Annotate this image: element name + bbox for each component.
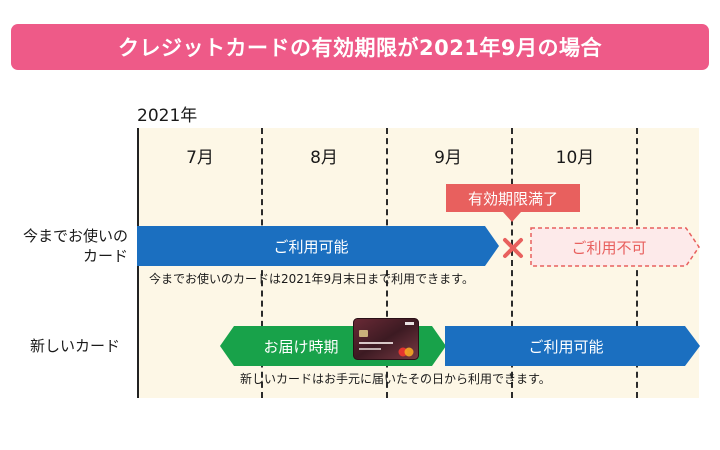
month-label-sep: 9月 (434, 148, 462, 168)
credit-card-icon (353, 318, 419, 360)
x-mark-icon (503, 238, 523, 258)
page-title: クレジットカードの有効期限が2021年9月の場合 (117, 36, 603, 60)
current-unusable-label: ご利用不可 (571, 238, 647, 257)
current-card-label: 今までお使いの カード (6, 226, 128, 266)
current-card-label-line2: カード (82, 247, 128, 265)
new-usable-arrow (445, 326, 700, 366)
year-label: 2021年 (137, 106, 198, 126)
month-label-jul: 7月 (186, 148, 214, 168)
new-card-label: 新しいカード (29, 337, 120, 355)
month-divider (511, 128, 513, 398)
current-usable-label: ご利用可能 (273, 237, 349, 256)
new-delivery-label: お届け時期 (263, 337, 339, 356)
page-title-banner: クレジットカードの有効期限が2021年9月の場合 (11, 24, 709, 70)
month-label-aug: 8月 (310, 148, 338, 168)
new-usable-label: ご利用可能 (528, 337, 604, 356)
expiry-callout-pointer (503, 212, 521, 222)
current-unusable-arrow (530, 227, 700, 267)
current-card-note: 今までお使いのカードは2021年9月末日まで利用できます。 (149, 272, 474, 286)
current-card-label-line1: 今までお使いの (22, 227, 128, 245)
expiry-callout: 有効期限満了 (446, 184, 580, 212)
current-usable-arrow (137, 226, 499, 266)
new-card-note: 新しいカードはお手元に届いたその日から利用できます。 (240, 372, 551, 386)
month-label-oct: 10月 (555, 148, 595, 168)
